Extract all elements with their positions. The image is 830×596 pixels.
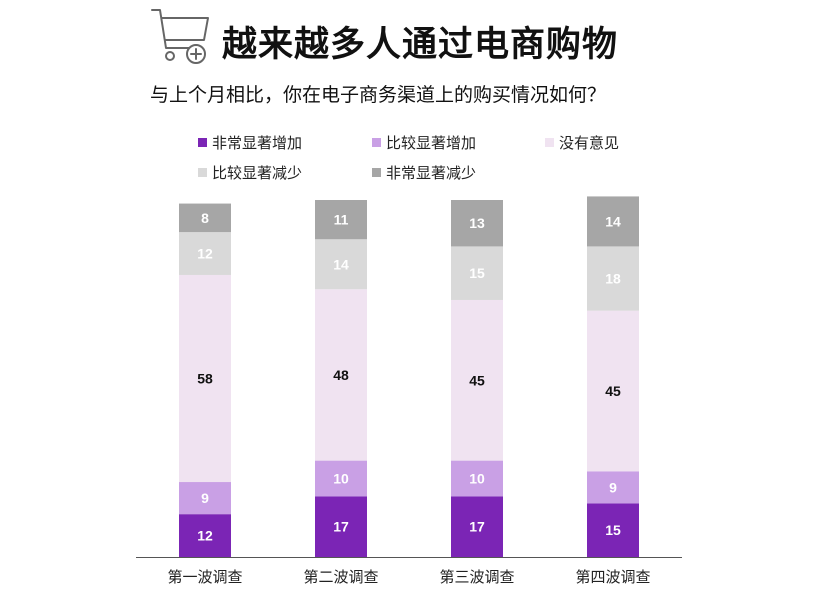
legend-swatch: [545, 138, 554, 147]
x-tick-label: 第二波调查: [303, 568, 378, 586]
data-label: 58: [197, 371, 213, 387]
bar-segment: [179, 203, 231, 233]
chart-subtitle: 与上个月相比，你在电子商务渠道上的购买情况如何？: [150, 84, 607, 106]
bar-segment: [587, 310, 639, 472]
data-label: 13: [469, 215, 485, 231]
data-label: 10: [333, 470, 349, 486]
chart-header: 越来越多人通过电商购物 与上个月相比，你在电子商务渠道上的购买情况如何？: [0, 0, 830, 120]
x-tick-label: 第一波调查: [167, 568, 242, 586]
legend-label: 非常显著增加: [212, 134, 303, 152]
bar-segment: [179, 232, 231, 275]
bar-segment: [587, 503, 639, 557]
data-label: 15: [469, 265, 485, 281]
bar-segment: [315, 496, 367, 557]
bar-segment: [451, 200, 503, 247]
bar-segment: [179, 482, 231, 515]
legend-swatch: [198, 168, 207, 177]
data-label: 17: [469, 519, 485, 535]
data-label: 15: [605, 522, 621, 538]
data-label: 18: [605, 271, 621, 287]
data-label: 12: [197, 528, 213, 544]
shopping-cart-add-icon: [151, 9, 209, 64]
data-label: 9: [201, 490, 209, 506]
bar-segment: [315, 289, 367, 461]
data-label: 45: [469, 372, 485, 388]
legend-label: 比较显著增加: [386, 134, 477, 152]
data-label: 14: [333, 256, 349, 272]
data-label: 48: [333, 367, 349, 383]
data-label: 8: [201, 210, 209, 226]
bar-segment: [451, 246, 503, 300]
legend-item: 非常显著减少: [372, 162, 476, 183]
data-label: 11: [334, 212, 349, 228]
bar-segment: [451, 496, 503, 557]
chart-title: 越来越多人通过电商购物: [222, 25, 619, 65]
data-label: 45: [605, 383, 621, 399]
legend-label: 非常显著减少: [386, 164, 477, 182]
bar-segment: [451, 299, 503, 461]
bar-segment: [315, 460, 367, 497]
legend-item: 比较显著减少: [198, 162, 302, 183]
data-label: 12: [197, 246, 213, 262]
legend-swatch: [372, 138, 381, 147]
bar-segment: [179, 274, 231, 483]
legend-swatch: [198, 138, 207, 147]
data-label: 14: [605, 213, 621, 229]
bar-segment: [179, 514, 231, 557]
bar-segment: [451, 460, 503, 497]
x-tick-label: 第四波调查: [575, 568, 650, 586]
bar-segment: [315, 200, 367, 240]
legend-item: 比较显著增加: [372, 132, 476, 153]
bar-segment: [587, 471, 639, 504]
x-tick-label: 第三波调查: [439, 568, 514, 586]
bar-segment: [315, 239, 367, 290]
legend-item: 非常显著增加: [198, 132, 302, 153]
data-label: 9: [609, 479, 617, 495]
legend-label: 比较显著减少: [212, 164, 303, 182]
legend-swatch: [372, 168, 381, 177]
data-label: 10: [469, 470, 485, 486]
legend-item: 没有意见: [545, 132, 619, 153]
bar-segment: [587, 246, 639, 311]
legend-label: 没有意见: [559, 134, 620, 152]
bar-segment: [587, 196, 639, 247]
data-label: 17: [333, 519, 349, 535]
